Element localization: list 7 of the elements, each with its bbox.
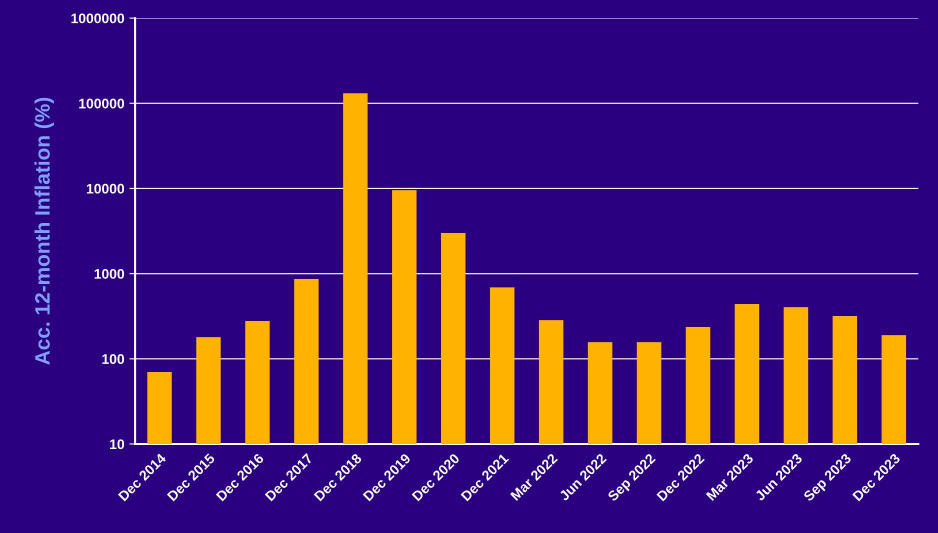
y-tick-label: 1000 [94, 268, 124, 279]
y-tick-label: 10 [110, 439, 124, 450]
y-tick-label: 10000 [86, 184, 124, 194]
y-axis-title: Acc. 12-month Inflation (%) [34, 98, 54, 365]
y-tick-label: 100 [102, 354, 124, 364]
y-tick-label: 1000000 [71, 13, 124, 24]
y-tick-label: 100000 [79, 98, 124, 108]
